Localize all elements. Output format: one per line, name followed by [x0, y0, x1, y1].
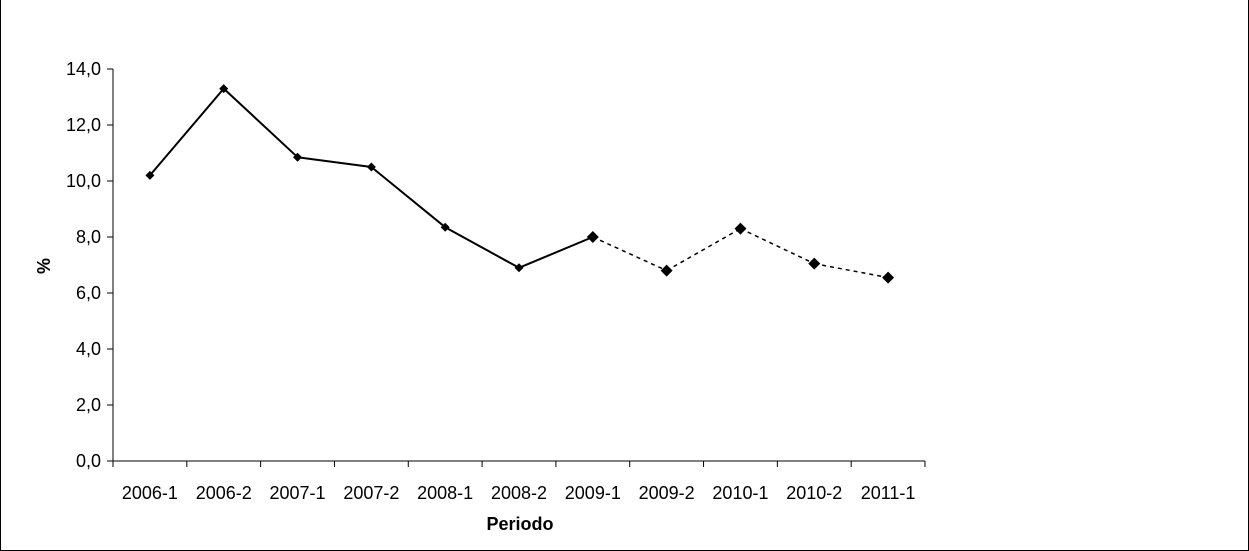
y-tick-label: 8,0 [76, 227, 101, 247]
data-point-marker [219, 84, 229, 94]
data-point-marker [808, 257, 821, 270]
x-tick-label: 2010-2 [786, 483, 842, 503]
x-tick-label: 2009-1 [565, 483, 621, 503]
line-segment [370, 166, 446, 228]
data-point-marker [734, 222, 747, 235]
data-point-marker [660, 264, 673, 277]
data-point-marker [440, 222, 450, 232]
data-markers [145, 84, 895, 284]
x-tick-label: 2006-2 [196, 483, 252, 503]
line-segment [444, 226, 520, 269]
series-line [149, 87, 889, 279]
line-segment [223, 87, 299, 158]
x-tick-label: 2006-1 [122, 483, 178, 503]
line-segment-dashed [592, 236, 667, 272]
data-point-marker [882, 271, 895, 284]
y-tick-label: 10,0 [66, 171, 101, 191]
y-tick-label: 0,0 [76, 451, 101, 471]
x-tick-label: 2011-1 [861, 483, 916, 503]
x-tick-label: 2010-1 [712, 483, 768, 503]
line-segment [149, 87, 225, 177]
x-tick-label: 2008-2 [491, 483, 547, 503]
y-axis-title: % [34, 258, 54, 274]
y-tick-label: 4,0 [76, 339, 101, 359]
y-tick-label: 14,0 [66, 59, 101, 79]
x-axis-title: Periodo [486, 514, 553, 534]
x-tick-label: 2007-2 [343, 483, 399, 503]
data-point-marker [145, 170, 155, 180]
x-tick-label: 2007-1 [270, 483, 326, 503]
data-point-marker [514, 263, 524, 273]
line-segment [518, 236, 594, 269]
data-point-marker [586, 231, 599, 243]
line-segment-dashed [666, 227, 741, 272]
data-point-marker [293, 152, 303, 162]
y-axis: 0,0 2,0 4,0 6,0 8,0 10,0 12,0 14,0 [66, 59, 114, 471]
y-tick-label: 12,0 [66, 115, 101, 135]
x-tick-label: 2009-2 [639, 483, 695, 503]
line-segment-dashed [740, 227, 815, 265]
line-segment-dashed [814, 262, 889, 279]
line-segment [297, 156, 372, 168]
y-tick-label: 6,0 [76, 283, 101, 303]
data-point-marker [366, 162, 376, 172]
y-tick-label: 2,0 [76, 395, 101, 415]
x-tick-label: 2008-1 [417, 483, 473, 503]
x-axis: 2006-1 2006-2 2007-1 2007-2 2008-1 2008-2 2009… [112, 460, 926, 503]
